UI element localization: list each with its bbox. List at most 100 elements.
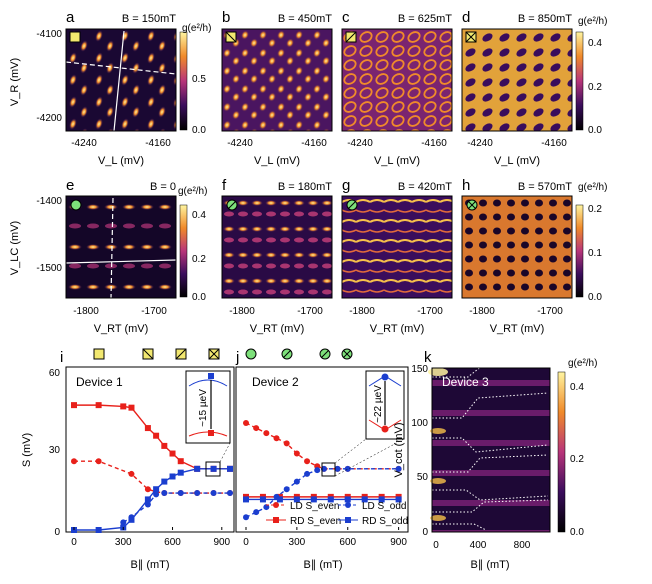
xtick-k-2: 800: [514, 540, 531, 551]
data-point: [153, 432, 160, 439]
data-point: [344, 496, 351, 503]
legend-ld-even: LD S_even: [266, 501, 339, 512]
data-point: [259, 496, 266, 503]
marker-slash-circle-top-j: [281, 348, 293, 360]
xlabel-h: V_RT (mV): [490, 323, 545, 335]
marker-slash-circle-f: [226, 199, 238, 211]
frame-a: [65, 28, 177, 132]
data-point: [243, 514, 249, 521]
frame-h: [461, 195, 573, 299]
data-point: [144, 486, 151, 493]
cbar-label-a: g(e²/h): [182, 23, 211, 34]
xlabel-g: V_RT (mV): [370, 323, 425, 335]
data-point: [395, 465, 402, 472]
data-point: [344, 465, 351, 472]
xtick-label: 600: [339, 537, 356, 548]
data-point: [194, 490, 201, 497]
marker-half-square-b: [225, 31, 237, 43]
xlabel-d: V_L (mV): [494, 155, 540, 167]
inset-i: ~15 µeV: [185, 370, 231, 444]
xtick-f-1: -1700: [297, 306, 323, 317]
svg-text:LD S_odd: LD S_odd: [362, 501, 406, 512]
cbar-label-e: g(e²/h): [178, 186, 207, 197]
series-line-ld-s-even: [74, 460, 230, 494]
legend: LD S_even RD S_even LD S_odd RD S_odd: [266, 501, 408, 527]
panel-letter-b: b: [222, 9, 230, 26]
frame-g: [341, 195, 453, 299]
data-point: [144, 501, 151, 508]
field-label-e: B = 0: [150, 181, 176, 193]
xlabel-i: B∥ (mT): [130, 559, 169, 571]
cbar-tick-h-0: 0.2: [588, 204, 602, 215]
level-lines-k: [428, 365, 549, 531]
cbar-tick-e-0: 0.4: [192, 210, 206, 221]
xlabel-e: V_RT (mV): [94, 323, 149, 335]
field-label-c: B = 625mT: [398, 13, 452, 25]
cbar-tick-e-2: 0.0: [192, 292, 206, 303]
panel-letter-d: d: [462, 9, 470, 26]
cbar-tick-h-2: 0.0: [588, 292, 602, 303]
colorbar-e: [179, 204, 188, 298]
data-point: [283, 440, 290, 447]
marker-half-square2-top-i: [175, 348, 187, 360]
xtick-a-0: -4240: [71, 138, 97, 149]
panel-letter-k: k: [424, 349, 432, 366]
xtick-label: 900: [390, 537, 407, 548]
xtick-b-0: -4240: [227, 138, 253, 149]
xtick-d-0: -4240: [467, 138, 493, 149]
xlabel-a: V_L (mV): [98, 155, 144, 167]
cbar-tick-d-0: 0.4: [588, 38, 602, 49]
data-point: [273, 435, 280, 442]
data-point: [395, 496, 402, 503]
frame-d: [461, 28, 573, 132]
xtick-a-1: -4160: [145, 138, 171, 149]
frame-i: [65, 366, 235, 533]
data-point: [227, 490, 233, 497]
frame-c: [341, 28, 453, 132]
ytick-row1-0: -4100: [36, 29, 62, 40]
frame-j: [235, 366, 409, 533]
data-point: [283, 486, 290, 493]
ytick-row2-1: -1500: [36, 263, 62, 274]
field-label-f: B = 180mT: [278, 181, 332, 193]
field-label-g: B = 420mT: [398, 181, 452, 193]
xtick-k-1: 400: [470, 540, 487, 551]
data-point: [243, 496, 249, 503]
plot-j: [243, 419, 402, 521]
xtick-g-1: -1700: [417, 306, 443, 317]
marker-slash-circle2-top-j: [319, 348, 331, 360]
xtick-h-1: -1700: [537, 306, 563, 317]
data-point: [194, 465, 201, 472]
data-point: [304, 458, 311, 465]
data-point: [293, 478, 300, 485]
data-point: [95, 527, 102, 533]
xtick-c-0: -4240: [347, 138, 373, 149]
panel-letter-a: a: [66, 9, 75, 26]
zoom-box-i: [205, 461, 221, 477]
svg-text:RD S_even: RD S_even: [290, 516, 341, 527]
panel-letter-f: f: [222, 177, 227, 194]
marker-cross-square-top-i: [208, 348, 220, 360]
xlabel-f: V_RT (mV): [250, 323, 305, 335]
heatmap-a: [66, 29, 176, 131]
panel-letter-c: c: [342, 9, 350, 26]
heatmap-e: [66, 196, 176, 298]
data-point: [95, 458, 102, 465]
xtick-k-0: 0: [433, 540, 439, 551]
xtick-label: 300: [115, 537, 132, 548]
data-point: [71, 458, 77, 465]
data-point: [153, 491, 160, 498]
data-point: [263, 430, 270, 437]
data-point: [161, 442, 168, 449]
data-point: [314, 467, 321, 474]
legend-ld-odd: LD S_odd: [338, 501, 406, 512]
inset-annotation-j: ~22 µeV: [373, 385, 384, 423]
ytick-i-0: 60: [49, 368, 61, 379]
marker-cross-circle-top-j: [341, 348, 353, 360]
zoom-box-j: [321, 462, 336, 477]
device-label-i: Device 1: [76, 375, 123, 389]
data-point: [263, 504, 270, 511]
data-point: [293, 450, 300, 457]
panel-letter-g: g: [342, 177, 350, 194]
svg-text:RD S_odd: RD S_odd: [362, 516, 408, 527]
